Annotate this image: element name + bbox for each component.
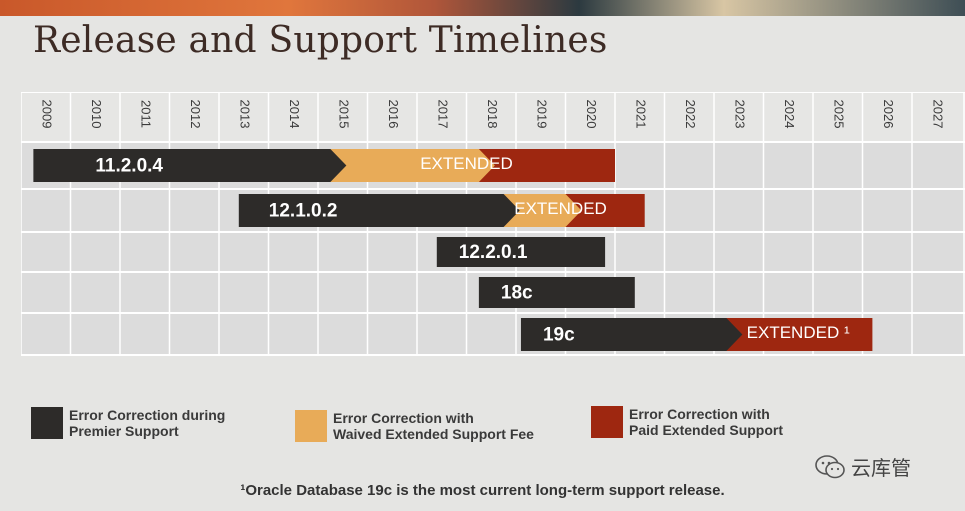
release-label-12.1.0.2: 12.1.0.2 [269, 201, 338, 222]
bar-18c-premier [478, 277, 635, 308]
bar-12.1.0.2-waived [503, 194, 582, 227]
year-label-2015: 2015 [336, 100, 351, 129]
year-label-2013: 2013 [237, 100, 252, 129]
legend-swatch-waived [295, 410, 327, 442]
year-label-2020: 2020 [584, 100, 599, 129]
timeline-chart: 2009 2010 2011 2012 2013 2014 2015 2016 2017 2018… [21, 92, 965, 356]
year-label-2017: 2017 [435, 100, 450, 129]
year-label-2026: 2026 [881, 100, 896, 129]
year-label-2022: 2022 [683, 100, 698, 129]
watermark: 云库管 [815, 452, 911, 481]
year-label-2023: 2023 [732, 100, 747, 129]
legend-label-paid: Error Correction with Paid Extended Supp… [629, 406, 784, 438]
release-label-19c: 19c [543, 325, 575, 346]
legend-swatch-premier [31, 407, 63, 439]
year-label-2021: 2021 [633, 100, 648, 129]
bar-11.2.0.4-premier [33, 149, 347, 182]
legend-item-premier: Error Correction during Premier Support [31, 407, 299, 439]
decorative-banner [0, 0, 965, 16]
bar-12.1.0.2-paid [565, 194, 645, 227]
bar-12.1.0.2-premier [238, 194, 520, 227]
year-label-2018: 2018 [485, 100, 500, 129]
year-label-2009: 2009 [39, 100, 54, 129]
year-label-2019: 2019 [534, 100, 549, 129]
bar-19c-premier [520, 318, 743, 351]
year-label-2012: 2012 [188, 100, 203, 129]
legend-label-premier: Error Correction during Premier Support [69, 407, 226, 439]
legend-swatch-paid [591, 406, 623, 438]
year-label-2027: 2027 [930, 100, 945, 129]
bar-11.2.0.4-paid [478, 149, 615, 182]
bar-19c-paid [726, 318, 873, 351]
extended-label-11.2.0.4: EXTENDED [420, 154, 513, 173]
bar-12.2.0.1-premier [436, 237, 606, 267]
bar-11.2.0.4-waived [330, 149, 495, 182]
release-label-18c: 18c [501, 283, 533, 304]
legend-item-waived: Error Correction with Waived Extended Su… [295, 410, 563, 442]
release-label-11.2.0.4: 11.2.0.4 [95, 156, 163, 177]
legend-label-waived: Error Correction with Waived Extended Su… [333, 410, 534, 442]
extended-label-12.1.0.2: EXTENDED [514, 199, 607, 218]
year-label-2025: 2025 [831, 100, 846, 129]
year-label-2016: 2016 [386, 100, 401, 129]
legend-item-paid: Error Correction with Paid Extended Supp… [591, 406, 859, 438]
release-label-12.2.0.1: 12.2.0.1 [459, 242, 528, 263]
extended-label-19c: EXTENDED ¹ [747, 323, 850, 342]
wechat-icon [815, 454, 845, 478]
year-label-2011: 2011 [138, 100, 153, 128]
year-label-2024: 2024 [782, 100, 797, 129]
footnote: ¹Oracle Database 19c is the most current… [240, 482, 725, 499]
year-header [21, 92, 965, 142]
year-label-2014: 2014 [287, 100, 302, 129]
page-title: Release and Support Timelines [33, 20, 608, 61]
watermark-text: 云库管 [851, 456, 911, 480]
year-label-2010: 2010 [89, 100, 104, 129]
